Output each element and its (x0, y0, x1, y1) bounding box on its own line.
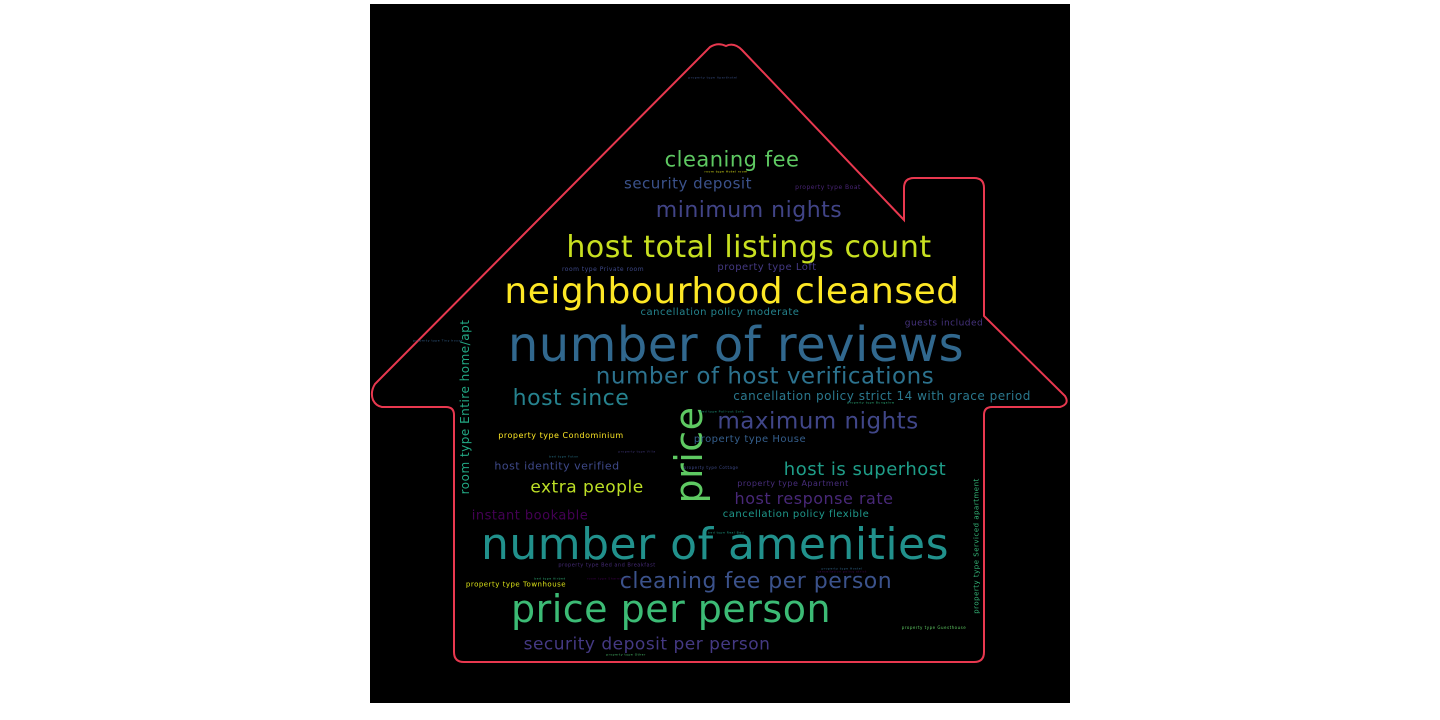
word-cleaning-fee: cleaning fee (664, 147, 800, 172)
word-guests-included: guests included (904, 318, 984, 329)
word-property-type-condominium: property type Condominium (498, 431, 624, 440)
word-cancellation-policy-strict: cancellation policy strict (817, 569, 867, 574)
word-neighbourhood-cleansed: neighbourhood cleansed (504, 271, 960, 312)
word-property-type-boat: property type Boat (795, 184, 861, 191)
word-cancellation-policy-strict-14: cancellation policy strict 14 with grace… (733, 389, 1031, 403)
word-property-type-tiny-house: property type Tiny house (413, 338, 463, 343)
word-price: price (667, 406, 711, 504)
word-property-type-house: property type House (693, 434, 807, 445)
word-host-since: host since (512, 386, 630, 411)
word-bed-type-pull-out-sofa: bed type Pull-out Sofa (699, 409, 745, 414)
word-maximum-nights: maximum nights (717, 408, 919, 435)
word-property-type-loft: property type Loft (717, 262, 817, 273)
word-host-is-superhost: host is superhost (783, 459, 947, 480)
word-instant-bookable: instant bookable (471, 508, 589, 524)
word-number-of-amenities: number of amenities (480, 519, 950, 570)
word-room-type-shared-room: room type Shared room (586, 576, 634, 581)
word-host-identity-verified: host identity verified (494, 459, 620, 473)
word-room-type-hotel-room: room type Hotel room (704, 169, 748, 174)
word-property-type-townhouse: property type Townhouse (465, 580, 567, 589)
word-security-deposit: security deposit (624, 174, 752, 193)
word-number-of-reviews: number of reviews (507, 317, 965, 373)
word-cloud-canvas: number of reviews number of amenities ne… (370, 4, 1070, 703)
house-outline (370, 43, 1068, 663)
word-minimum-nights: minimum nights (655, 198, 843, 223)
word-property-type-apartment: property type Apartment (737, 479, 849, 488)
word-bed-type-real-bed: bed type Real Bed (708, 530, 744, 535)
word-price-per-person: price per person (510, 587, 832, 631)
word-property-type-other: property type Other (606, 652, 646, 657)
word-property-type-aparthotel: property type Aparthotel (688, 75, 738, 80)
word-room-type-private-room: room type Private room (561, 266, 645, 273)
word-host-total-listings-count: host total listings count (566, 230, 932, 265)
word-number-of-host-verifications: number of host verifications (595, 363, 935, 390)
word-property-type-cottage: property type Cottage (683, 465, 739, 470)
word-cancellation-policy-moderate: cancellation policy moderate (640, 307, 800, 318)
word-property-type-villa: property type Villa (618, 449, 656, 454)
word-property-type-serviced-apartment: property type Serviced apartment (972, 478, 981, 614)
word-property-type-bed-and-breakfast: property type Bed and Breakfast (558, 562, 656, 569)
word-property-type-bungalow: property type Bungalow (847, 400, 895, 405)
word-host-response-rate: host response rate (734, 489, 894, 508)
word-cleaning-fee-per-person: cleaning fee per person (619, 569, 893, 594)
word-room-type-entire-home: room type Entire home/apt (458, 319, 472, 495)
word-property-type-guesthouse: property type Guesthouse (901, 625, 967, 630)
word-security-deposit-per-person: security deposit per person (523, 634, 771, 655)
word-cancellation-policy-flexible: cancellation policy flexible (722, 509, 870, 520)
word-bed-type-airbed: bed type Airbed (534, 576, 566, 581)
word-extra-people: extra people (530, 477, 644, 498)
word-bed-type-futon: bed type Futon (549, 454, 579, 459)
word-property-type-hostel: property type Hostel (821, 566, 863, 571)
